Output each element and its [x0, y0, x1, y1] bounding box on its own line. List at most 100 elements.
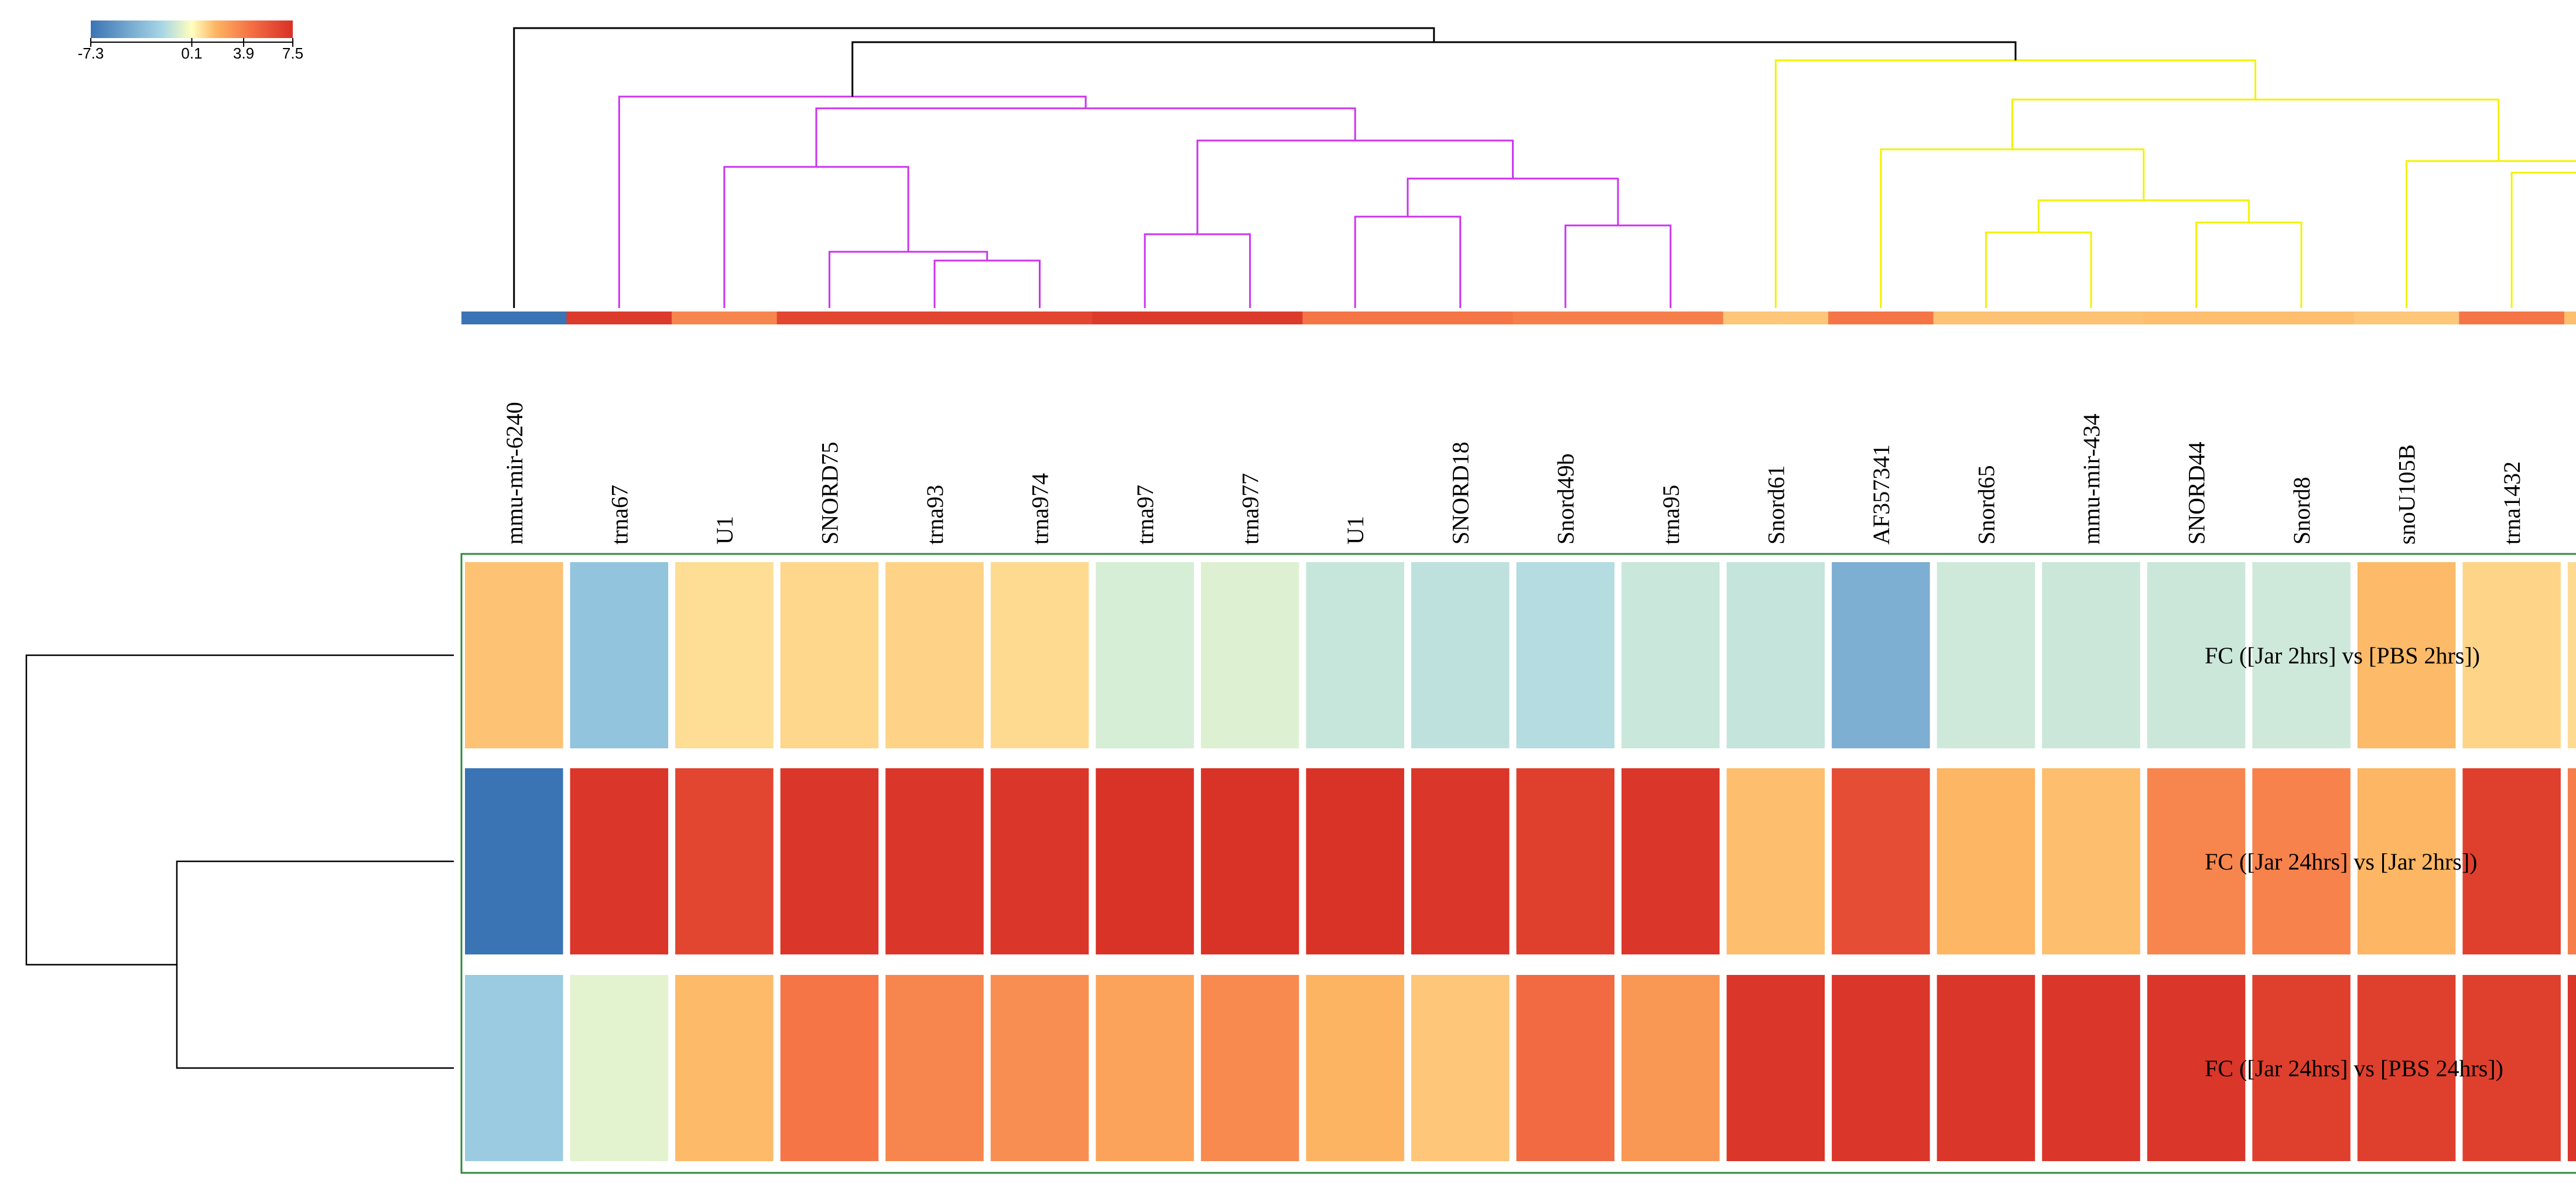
heatmap-cell — [1621, 562, 1720, 748]
heatmap-frame — [460, 553, 2576, 1174]
heatmap-cell — [2357, 975, 2456, 1161]
column-dendrogram-branch — [1985, 231, 2092, 308]
column-annotation-cell — [1302, 312, 1408, 324]
row-label: FC ([Jar 24hrs] vs [Jar 2hrs]) — [2205, 848, 2477, 875]
column-annotation-cell — [1723, 312, 1829, 324]
column-dendrogram-branch — [933, 259, 1041, 308]
heatmap-cell — [2042, 975, 2140, 1161]
column-annotation-cell — [2353, 312, 2459, 324]
column-dendrogram-branch — [851, 41, 2017, 97]
heatmap-cell — [780, 975, 879, 1161]
column-annotation-cell — [2038, 312, 2144, 324]
heatmap-cell — [885, 975, 984, 1161]
heatmap-cell — [1306, 562, 1404, 748]
heatmap-cell — [2252, 562, 2351, 748]
heatmap-cell — [1200, 975, 1299, 1161]
heatmap-cell — [570, 768, 669, 954]
column-annotation-cell — [2564, 312, 2576, 324]
column-label: mmu-mir-6240 — [501, 402, 528, 545]
heatmap-cell — [1306, 768, 1404, 954]
column-label: snoU105B — [2394, 444, 2420, 545]
column-annotation-cell — [2143, 312, 2249, 324]
column-dendrogram-branch — [1774, 59, 2256, 308]
legend-ticks: -7.3 0.1 3.9 7.5 — [78, 38, 303, 62]
column-label: U1 — [711, 516, 738, 545]
heatmap-cell — [1937, 975, 2036, 1161]
column-dendrogram-branch — [1144, 233, 1251, 308]
heatmap-cell — [1937, 562, 2036, 748]
heatmap-cell — [1411, 768, 1510, 954]
column-annotation-cell — [672, 312, 778, 324]
heatmap-cell — [2147, 975, 2246, 1161]
column-dendrogram-branch — [618, 95, 1087, 308]
column-label: trna67 — [606, 485, 632, 545]
heatmap-cell — [2462, 975, 2561, 1161]
legend-tick-label: 0.1 — [181, 45, 202, 62]
column-annotation-cell — [2459, 312, 2565, 324]
column-annotation-cell — [1407, 312, 1513, 324]
heatmap-cell — [2357, 768, 2456, 954]
column-annotation-cell — [1197, 312, 1303, 324]
column-annotation-cell — [566, 312, 672, 324]
legend-color-bar — [91, 20, 293, 38]
column-label: SNORD44 — [2184, 442, 2210, 545]
column-annotation-cell — [776, 312, 882, 324]
row-dendrogram-branch — [176, 860, 454, 1069]
legend-tick-label: -7.3 — [78, 45, 104, 62]
column-dendrogram-branch — [1880, 148, 2145, 308]
heatmap-cell — [1200, 562, 1299, 748]
heatmap-cell — [2462, 768, 2561, 954]
heatmap-cell — [1096, 562, 1194, 748]
heatmap-cell — [2042, 562, 2140, 748]
column-dendrogram-branch — [2037, 199, 2250, 232]
color-legend: -7.3 0.1 3.9 7.5 — [78, 20, 303, 62]
row-label: FC ([Jar 2hrs] vs [PBS 2hrs]) — [2205, 642, 2480, 669]
column-dendrogram-branch — [1407, 177, 1619, 225]
heatmap-cell — [2147, 768, 2246, 954]
heatmap-cell — [1726, 768, 1825, 954]
column-dendrogram-branch — [2406, 160, 2576, 308]
column-label: SNORD75 — [816, 442, 843, 545]
heatmap-cell — [1726, 975, 1825, 1161]
column-dendrogram-branch — [1564, 224, 1672, 308]
column-dendrogram-branch — [2011, 98, 2500, 161]
row-dendrogram — [25, 654, 454, 1069]
heatmap-cells — [465, 562, 2576, 1161]
row-dendrogram-branch — [25, 654, 454, 966]
heatmap-cell — [1096, 975, 1194, 1161]
column-annotation-cell — [2249, 312, 2355, 324]
column-annotation-cell — [1933, 312, 2039, 324]
heatmap-cell — [990, 975, 1089, 1161]
heatmap-cell — [1516, 975, 1614, 1161]
row-label: FC ([Jar 24hrs] vs [PBS 24hrs]) — [2205, 1055, 2503, 1082]
heatmap-cell — [675, 975, 774, 1161]
heatmap-cell — [675, 562, 774, 748]
column-dendrogram-branch — [723, 166, 909, 308]
heatmap-cell — [1096, 768, 1194, 954]
column-label: trna93 — [922, 485, 948, 545]
column-dendrogram-branch — [513, 27, 1435, 308]
heatmap-cell — [2147, 562, 2246, 748]
column-label: Snord8 — [2288, 477, 2315, 545]
heatmap-cell — [1621, 975, 1720, 1161]
column-label: mmu-mir-434 — [2078, 413, 2105, 545]
heatmap-cell — [990, 768, 1089, 954]
heatmap-cell — [780, 562, 879, 748]
heatmap-cell — [885, 562, 984, 748]
heatmap-cell — [2462, 562, 2561, 748]
legend-tick-label: 7.5 — [282, 45, 303, 62]
heatmap-cell — [2252, 768, 2351, 954]
heatmap-cell — [1516, 562, 1614, 748]
heatmap-cell — [465, 768, 563, 954]
column-label: Snord61 — [1763, 465, 1789, 545]
column-annotation-cell — [882, 312, 988, 324]
column-label: SNORD18 — [1448, 442, 1474, 545]
heatmap-cell — [1306, 975, 1404, 1161]
column-label: trna95 — [1658, 485, 1684, 545]
column-annotation-cell — [1513, 312, 1619, 324]
heatmap-cell — [1832, 975, 1930, 1161]
column-label: Snord65 — [1973, 465, 1999, 545]
column-dendrogram-branch — [1354, 215, 1462, 308]
column-annotation-cell — [1618, 312, 1724, 324]
heatmap-cell — [2567, 975, 2576, 1161]
